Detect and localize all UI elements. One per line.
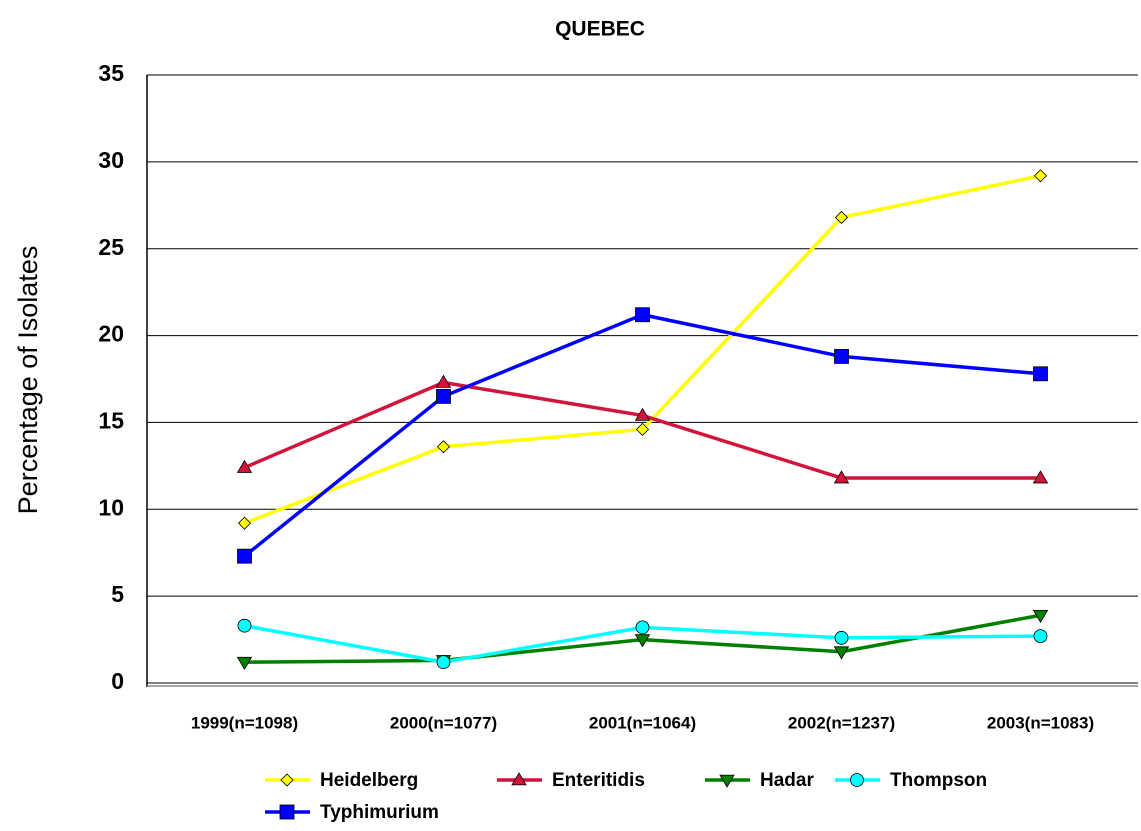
legend-label: Typhimurium: [320, 802, 439, 823]
y-tick-label: 20: [98, 321, 124, 347]
legend-label: Heidelberg: [320, 770, 418, 791]
legend-label: Enteritidis: [552, 770, 645, 791]
marker: [834, 210, 849, 225]
marker: [511, 772, 527, 786]
marker: [833, 470, 850, 484]
y-tick-label: 35: [98, 60, 124, 86]
marker: [719, 774, 735, 788]
marker: [436, 388, 451, 404]
marker: [435, 374, 452, 388]
y-tick-label: 15: [98, 408, 124, 434]
y-tick-label: 10: [98, 494, 124, 520]
x-tick-label: 2003(n=1083): [987, 713, 1094, 732]
y-tick-label: 25: [98, 234, 124, 260]
marker: [635, 422, 650, 436]
marker: [834, 630, 849, 645]
marker: [634, 634, 651, 648]
marker: [236, 459, 253, 473]
marker: [634, 407, 651, 421]
marker: [1032, 609, 1049, 624]
marker: [635, 307, 650, 323]
marker: [1033, 169, 1048, 183]
marker: [237, 548, 252, 564]
marker: [833, 646, 850, 660]
y-axis-label: Percentage of Isolates: [13, 246, 43, 515]
y-tick-label: 30: [98, 147, 124, 173]
marker: [834, 349, 849, 364]
marker: [1033, 629, 1048, 643]
x-tick-label: 2002(n=1237): [788, 713, 895, 732]
legend-label: Thompson: [890, 770, 987, 791]
marker: [1032, 470, 1049, 484]
marker: [850, 773, 864, 787]
marker: [279, 804, 295, 820]
y-tick-label: 0: [111, 668, 124, 694]
marker: [237, 618, 252, 633]
chart-title: QUEBEC: [555, 18, 645, 41]
legend-label: Hadar: [760, 770, 814, 791]
marker: [635, 620, 650, 635]
x-tick-label: 1999(n=1098): [191, 713, 298, 732]
x-tick-label: 2001(n=1064): [589, 713, 696, 732]
series-line: [243, 174, 1041, 525]
marker: [436, 440, 451, 454]
y-tick-label: 5: [111, 581, 124, 607]
marker: [236, 656, 253, 670]
marker: [1033, 366, 1048, 382]
marker: [280, 773, 294, 787]
marker: [436, 655, 451, 670]
marker: [237, 516, 252, 530]
x-tick-label: 2000(n=1077): [390, 713, 497, 732]
